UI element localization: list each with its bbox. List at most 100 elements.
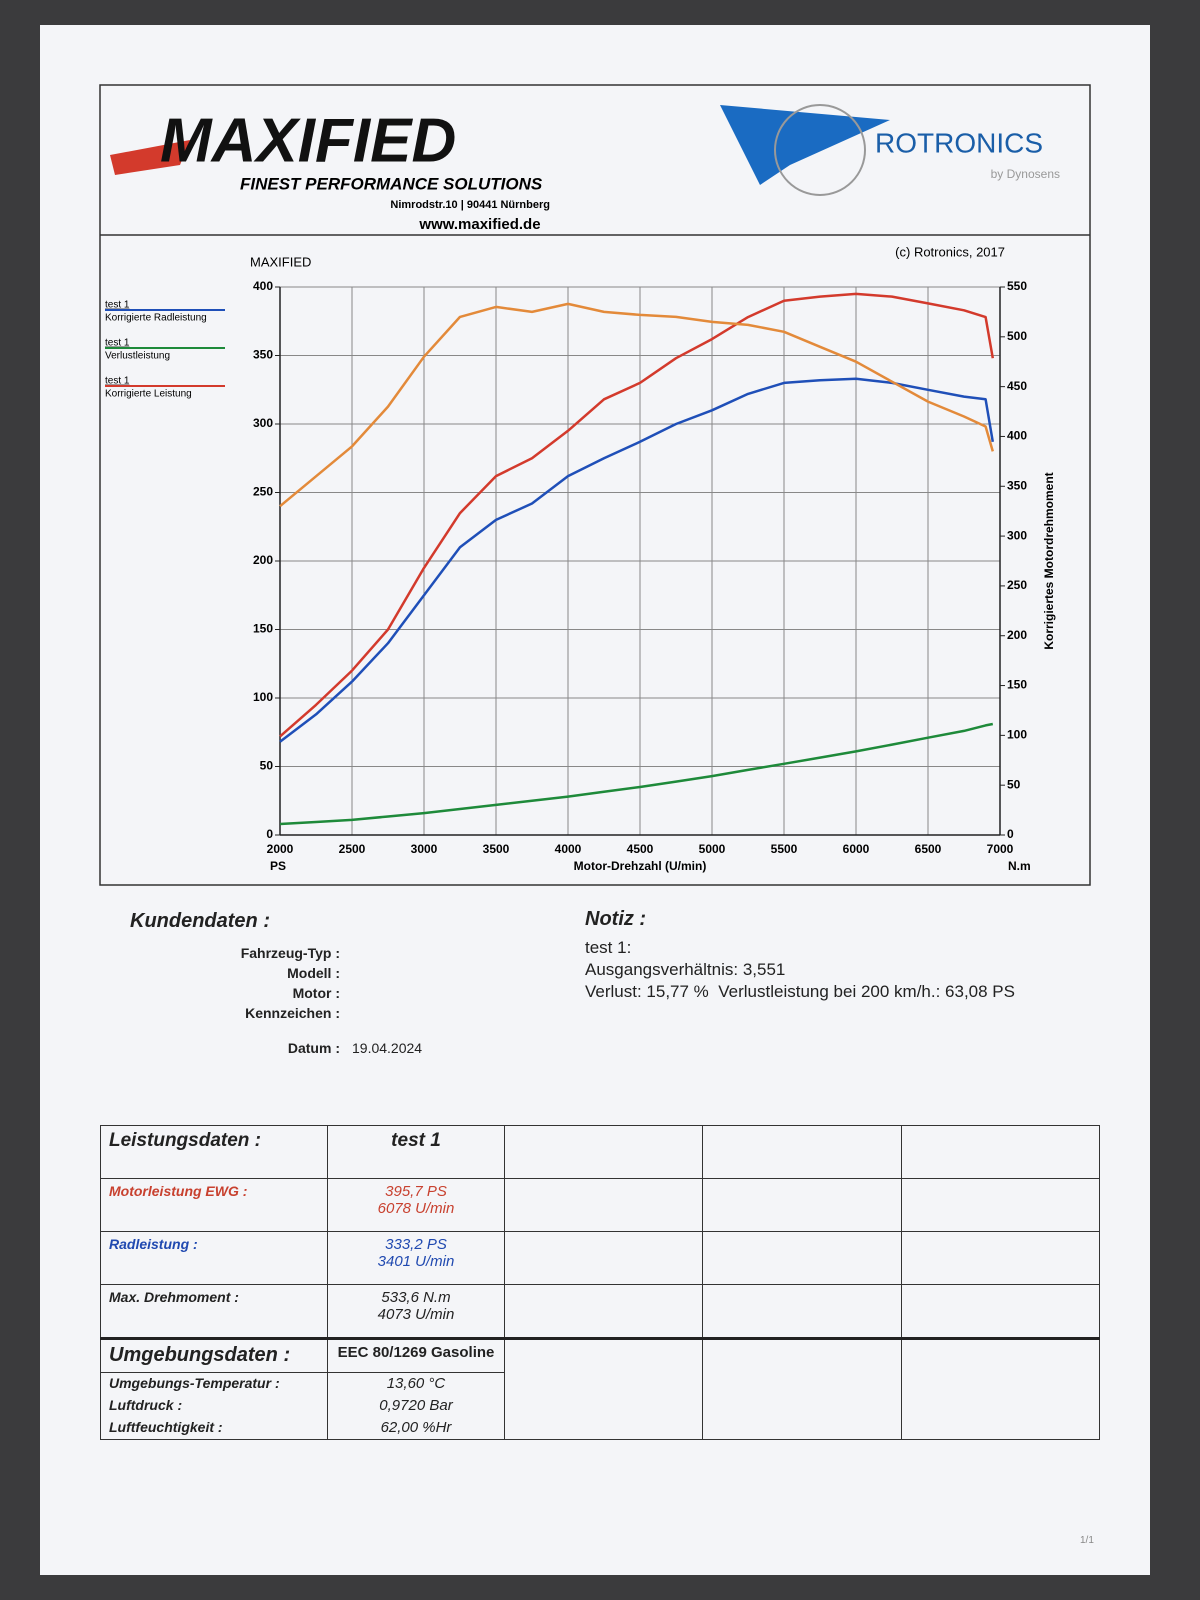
y-tick-label: 50 bbox=[260, 759, 274, 773]
y-tick-label: 150 bbox=[253, 622, 273, 636]
row-value: 62,00 %Hr bbox=[327, 1417, 505, 1440]
customer-fields: Fahrzeug-Typ : Modell : Motor : Kennzeic… bbox=[160, 943, 340, 1023]
row-value: 533,6 N.m 4073 U/min bbox=[327, 1284, 505, 1339]
slogan: FINEST PERFORMANCE SOLUTIONS bbox=[240, 174, 543, 193]
field: Kennzeichen : bbox=[245, 1005, 340, 1021]
y2-tick-label: 300 bbox=[1007, 528, 1027, 542]
y-unit: PS bbox=[270, 859, 286, 873]
note-line: Ausgangsverhältnis: 3,551 bbox=[585, 960, 786, 979]
x-tick-label: 6000 bbox=[843, 842, 870, 856]
cell bbox=[702, 1178, 902, 1232]
cell bbox=[702, 1231, 902, 1285]
row-value: 0,9720 Bar bbox=[327, 1395, 505, 1417]
y2-tick-label: 500 bbox=[1007, 329, 1027, 343]
x-tick-label: 2000 bbox=[267, 842, 294, 856]
partner-sub: by Dynosens bbox=[991, 167, 1060, 181]
row-label: Motorleistung EWG : bbox=[100, 1178, 328, 1232]
note-title: Notiz : bbox=[585, 908, 647, 930]
partner: ROTRONICS bbox=[875, 127, 1043, 158]
line: 395,7 PS bbox=[385, 1183, 447, 1200]
paper: MAXIFIED FINEST PERFORMANCE SOLUTIONS Ni… bbox=[40, 25, 1150, 1575]
frame bbox=[99, 84, 1091, 886]
y-tick-label: 0 bbox=[266, 827, 273, 841]
y2-tick-label: 250 bbox=[1007, 578, 1027, 592]
y2-tick-label: 550 bbox=[1007, 279, 1027, 293]
cell bbox=[503, 1284, 704, 1339]
row-label: Luftfeuchtigkeit : bbox=[100, 1417, 328, 1440]
perf-col: test 1 bbox=[327, 1125, 505, 1179]
x-tick-label: 4000 bbox=[555, 842, 582, 856]
row-label: Max. Drehmoment : bbox=[100, 1284, 328, 1339]
note-line: Verlust: 15,77 % Verlustleistung bei 200… bbox=[585, 982, 1015, 1001]
y-tick-label: 100 bbox=[253, 690, 273, 704]
series-line bbox=[279, 302, 995, 508]
env-standard: EEC 80/1269 Gasoline bbox=[327, 1338, 505, 1373]
cell bbox=[702, 1284, 902, 1339]
customer-title: Kundendaten : bbox=[130, 910, 270, 932]
y-tick-label: 400 bbox=[253, 279, 273, 293]
line: 533,6 N.m bbox=[381, 1289, 451, 1306]
cell bbox=[503, 1338, 704, 1440]
line: 3401 U/min bbox=[377, 1253, 455, 1270]
x-tick-label: 4500 bbox=[627, 842, 654, 856]
x-tick-label: 6500 bbox=[915, 842, 942, 856]
x-tick-label: 3000 bbox=[411, 842, 438, 856]
y2-tick-label: 50 bbox=[1007, 777, 1021, 791]
cell bbox=[702, 1338, 902, 1440]
cell bbox=[900, 1125, 1101, 1179]
cell bbox=[900, 1231, 1101, 1285]
y-tick-label: 200 bbox=[253, 553, 273, 567]
row-value: 333,2 PS 3401 U/min bbox=[327, 1231, 505, 1285]
y2-tick-label: 0 bbox=[1007, 827, 1014, 841]
perf-title: Leistungsdaten : bbox=[100, 1125, 328, 1179]
legend-name: Verlustleistung bbox=[105, 351, 170, 362]
cell bbox=[900, 1338, 1101, 1440]
partner-logo bbox=[720, 105, 890, 185]
website: www.maxified.de bbox=[418, 216, 540, 233]
y2-tick-label: 450 bbox=[1007, 379, 1027, 393]
partner-ring bbox=[774, 104, 866, 196]
cell bbox=[503, 1125, 704, 1179]
x-tick-label: 5500 bbox=[771, 842, 798, 856]
date-label: Datum : bbox=[287, 1040, 340, 1056]
x-tick-label: 5000 bbox=[699, 842, 726, 856]
data-table: Leistungsdaten : test 1 Motorleistung EW… bbox=[100, 1125, 1101, 1440]
cell bbox=[503, 1178, 704, 1232]
y2-unit: N.m bbox=[1008, 859, 1031, 873]
field: Motor : bbox=[292, 985, 340, 1001]
y2-tick-label: 200 bbox=[1007, 628, 1027, 642]
row-label: Luftdruck : bbox=[100, 1395, 328, 1417]
text: Leistungsdaten : bbox=[109, 1130, 262, 1151]
series-line bbox=[279, 292, 995, 738]
y2-tick-label: 100 bbox=[1007, 728, 1027, 742]
y2-axis-label: Korrigiertes Motordrehmoment bbox=[1042, 472, 1056, 649]
y2-tick-label: 350 bbox=[1007, 478, 1027, 492]
x-axis-label: Motor-Drehzahl (U/min) bbox=[574, 859, 707, 873]
row-label: Umgebungs-Temperatur : bbox=[100, 1372, 328, 1395]
address: Nimrodstr.10 | 90441 Nürnberg bbox=[390, 199, 550, 211]
logo: MAXIFIED bbox=[160, 106, 456, 175]
line: 6078 U/min bbox=[377, 1200, 455, 1217]
legend-name: Korrigierte Radleistung bbox=[105, 313, 207, 324]
page-number: 1/1 bbox=[1080, 1535, 1094, 1546]
legend-name: Korrigierte Leistung bbox=[105, 389, 192, 400]
legend-group: test 1 bbox=[105, 300, 130, 311]
chart-label: MAXIFIED bbox=[250, 254, 311, 269]
cell bbox=[702, 1125, 902, 1179]
copyright: (c) Rotronics, 2017 bbox=[895, 244, 1005, 259]
logo-swoosh bbox=[110, 140, 190, 175]
row-value: 395,7 PS 6078 U/min bbox=[327, 1178, 505, 1232]
y2-tick-label: 400 bbox=[1007, 429, 1027, 443]
x-tick-label: 7000 bbox=[987, 842, 1014, 856]
y-tick-label: 300 bbox=[253, 416, 273, 430]
row-value: 13,60 °C bbox=[327, 1372, 505, 1395]
line: 333,2 PS bbox=[385, 1236, 447, 1253]
x-tick-label: 3500 bbox=[483, 842, 510, 856]
y-tick-label: 350 bbox=[253, 348, 273, 362]
cell bbox=[900, 1178, 1101, 1232]
line: 4073 U/min bbox=[377, 1306, 455, 1323]
field: Fahrzeug-Typ : bbox=[240, 945, 340, 961]
note-line: test 1: bbox=[585, 938, 632, 957]
y2-tick-label: 150 bbox=[1007, 678, 1027, 692]
